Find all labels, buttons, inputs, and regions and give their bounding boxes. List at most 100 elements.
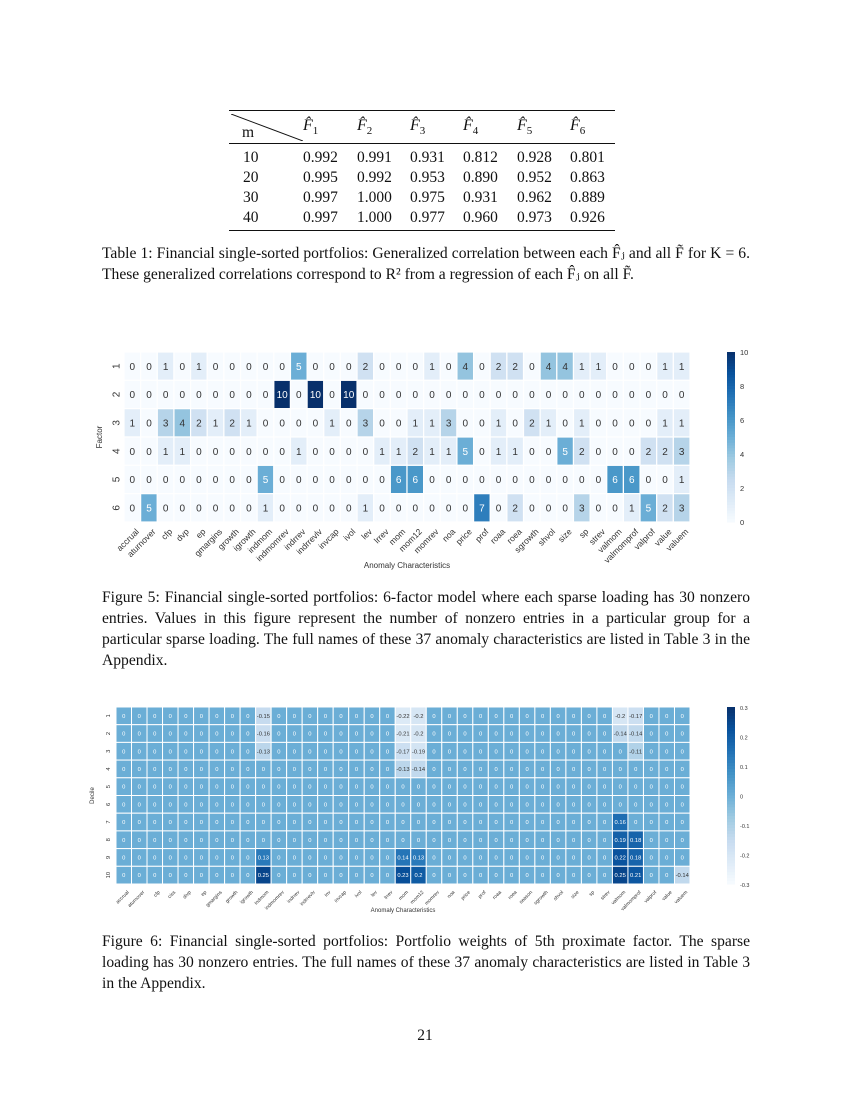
colorbar-segment xyxy=(727,848,735,853)
heatmap-cell-label: 0 xyxy=(557,785,560,791)
heatmap-cell-label: -0.14 xyxy=(412,767,426,773)
heatmap-cell-label: 0 xyxy=(313,362,319,373)
heatmap-cell-label: 0 xyxy=(246,802,249,808)
heatmap-cell-label: 0 xyxy=(665,714,668,720)
heatmap-cell-label: 0 xyxy=(396,362,402,373)
heatmap-cell-label: 0 xyxy=(650,856,653,862)
heatmap-cell-label: 0 xyxy=(413,390,419,401)
heatmap-cell-label: 0 xyxy=(296,503,302,514)
table-row-label: 40 xyxy=(243,209,259,226)
heatmap-cell-label: 0 xyxy=(619,749,622,755)
heatmap-cell-label: 0 xyxy=(386,714,389,720)
table-cell: 1.000 xyxy=(357,189,392,206)
heatmap-cell-label: 0 xyxy=(529,503,535,514)
colorbar-segment xyxy=(727,819,735,823)
heatmap-cell-label: 0 xyxy=(313,503,319,514)
heatmap-cell-label: 0 xyxy=(370,820,373,826)
heatmap-cell-label: 0 xyxy=(130,447,136,458)
heatmap-cell-label: 0 xyxy=(277,767,280,773)
colorbar-tick-label: 6 xyxy=(740,416,744,425)
heatmap-cell-label: 0 xyxy=(184,838,187,844)
heatmap-cell-label: 6 xyxy=(396,475,402,486)
heatmap-cell-label: 0 xyxy=(153,767,156,773)
heatmap-cell-label: 0 xyxy=(296,390,302,401)
heatmap-cell-label: 0 xyxy=(463,732,466,738)
heatmap-cell-label: 0 xyxy=(296,475,302,486)
heatmap-cell-label: 0 xyxy=(277,802,280,808)
heatmap-cell-label: 0 xyxy=(429,503,435,514)
heatmap-cell-label: 0 xyxy=(138,820,141,826)
heatmap-cell-label: 0 xyxy=(650,873,653,879)
heatmap-cell-label: 5 xyxy=(462,447,468,458)
heatmap-cell-label: 0 xyxy=(200,838,203,844)
heatmap-cell-label: 0 xyxy=(231,820,234,826)
heatmap-cell-label: 0 xyxy=(525,856,528,862)
heatmap-cell-label: 0 xyxy=(650,802,653,808)
heatmap-cell-label: 0 xyxy=(510,873,513,879)
heatmap-cell-label: 0 xyxy=(379,390,385,401)
heatmap-cell-label: -0.2 xyxy=(414,714,424,720)
heatmap-cell-label: 0 xyxy=(293,714,296,720)
heatmap-cell-label: 0 xyxy=(229,447,235,458)
colorbar-segment xyxy=(727,721,735,726)
heatmap-cell-label: 0 xyxy=(562,418,568,429)
heatmap-cell-label: 2 xyxy=(496,362,502,373)
y-tick-label: 4 xyxy=(106,767,112,771)
heatmap-cell-label: 0 xyxy=(603,873,606,879)
heatmap-cell-label: 0 xyxy=(196,503,202,514)
heatmap-cell-label: 0 xyxy=(229,362,235,373)
colorbar-segment xyxy=(727,397,735,401)
heatmap-cell-label: 6 xyxy=(629,475,635,486)
x-tick-label: price xyxy=(454,526,474,546)
heatmap-cell-label: 0 xyxy=(153,732,156,738)
heatmap-cell-label: 0 xyxy=(494,732,497,738)
heatmap-cell-label: 0 xyxy=(557,856,560,862)
heatmap-cell-label: 0 xyxy=(629,390,635,401)
heatmap-cell-label: 0 xyxy=(324,749,327,755)
heatmap-cell-label: 0 xyxy=(122,838,125,844)
heatmap-cell-label: 0 xyxy=(339,767,342,773)
y-tick-label: 1 xyxy=(112,363,123,369)
heatmap-cell-label: 0 xyxy=(525,732,528,738)
heatmap-cell-label: 0 xyxy=(650,732,653,738)
colorbar-segment xyxy=(727,374,735,378)
heatmap-cell-label: 0 xyxy=(413,503,419,514)
colorbar-segment xyxy=(727,371,735,376)
table-column-header: F̂5 xyxy=(517,117,533,138)
heatmap-cell-label: 0 xyxy=(462,390,468,401)
heatmap-cell-label: 1 xyxy=(496,418,502,429)
heatmap-cell-label: 0 xyxy=(619,767,622,773)
heatmap-cell-label: 0 xyxy=(541,802,544,808)
colorbar-segment xyxy=(727,825,735,829)
heatmap-cell-label: 0 xyxy=(525,714,528,720)
heatmap-cell-label: 0 xyxy=(263,418,269,429)
heatmap-cell-label: 0 xyxy=(557,820,560,826)
heatmap-cell-label: 0 xyxy=(200,749,203,755)
x-tick-label: indrrevlv xyxy=(299,889,317,907)
heatmap-cell-label: 0 xyxy=(446,362,452,373)
heatmap-cell-label: 0 xyxy=(153,714,156,720)
table-cell: 0.890 xyxy=(463,169,498,186)
heatmap-cell-label: 1 xyxy=(246,418,252,429)
heatmap-cell-label: 0 xyxy=(130,475,136,486)
table-cell: 0.962 xyxy=(517,189,552,206)
heatmap-cell-label: 2 xyxy=(529,418,535,429)
heatmap-cell-label: 2 xyxy=(662,503,668,514)
heatmap-cell-label: 0 xyxy=(463,838,466,844)
heatmap-cell-label: 0 xyxy=(308,802,311,808)
table-column-header: F̂4 xyxy=(463,117,479,138)
heatmap-cell-label: 0 xyxy=(479,418,485,429)
heatmap-cell-label: -0.14 xyxy=(676,873,690,879)
colorbar-segment xyxy=(727,383,735,387)
heatmap-cell-label: 0 xyxy=(386,838,389,844)
table-cell: 0.977 xyxy=(410,209,445,226)
heatmap-cell-label: 0 xyxy=(379,503,385,514)
x-tick-label: ivol xyxy=(341,526,357,542)
heatmap-cell-label: 0 xyxy=(200,714,203,720)
colorbar-segment xyxy=(727,792,735,796)
table-cell: 0.975 xyxy=(410,189,445,206)
heatmap-cell-label: 0 xyxy=(479,732,482,738)
colorbar-segment xyxy=(727,493,735,497)
colorbar-segment xyxy=(727,473,735,478)
x-tick-label: ivol xyxy=(354,890,364,900)
